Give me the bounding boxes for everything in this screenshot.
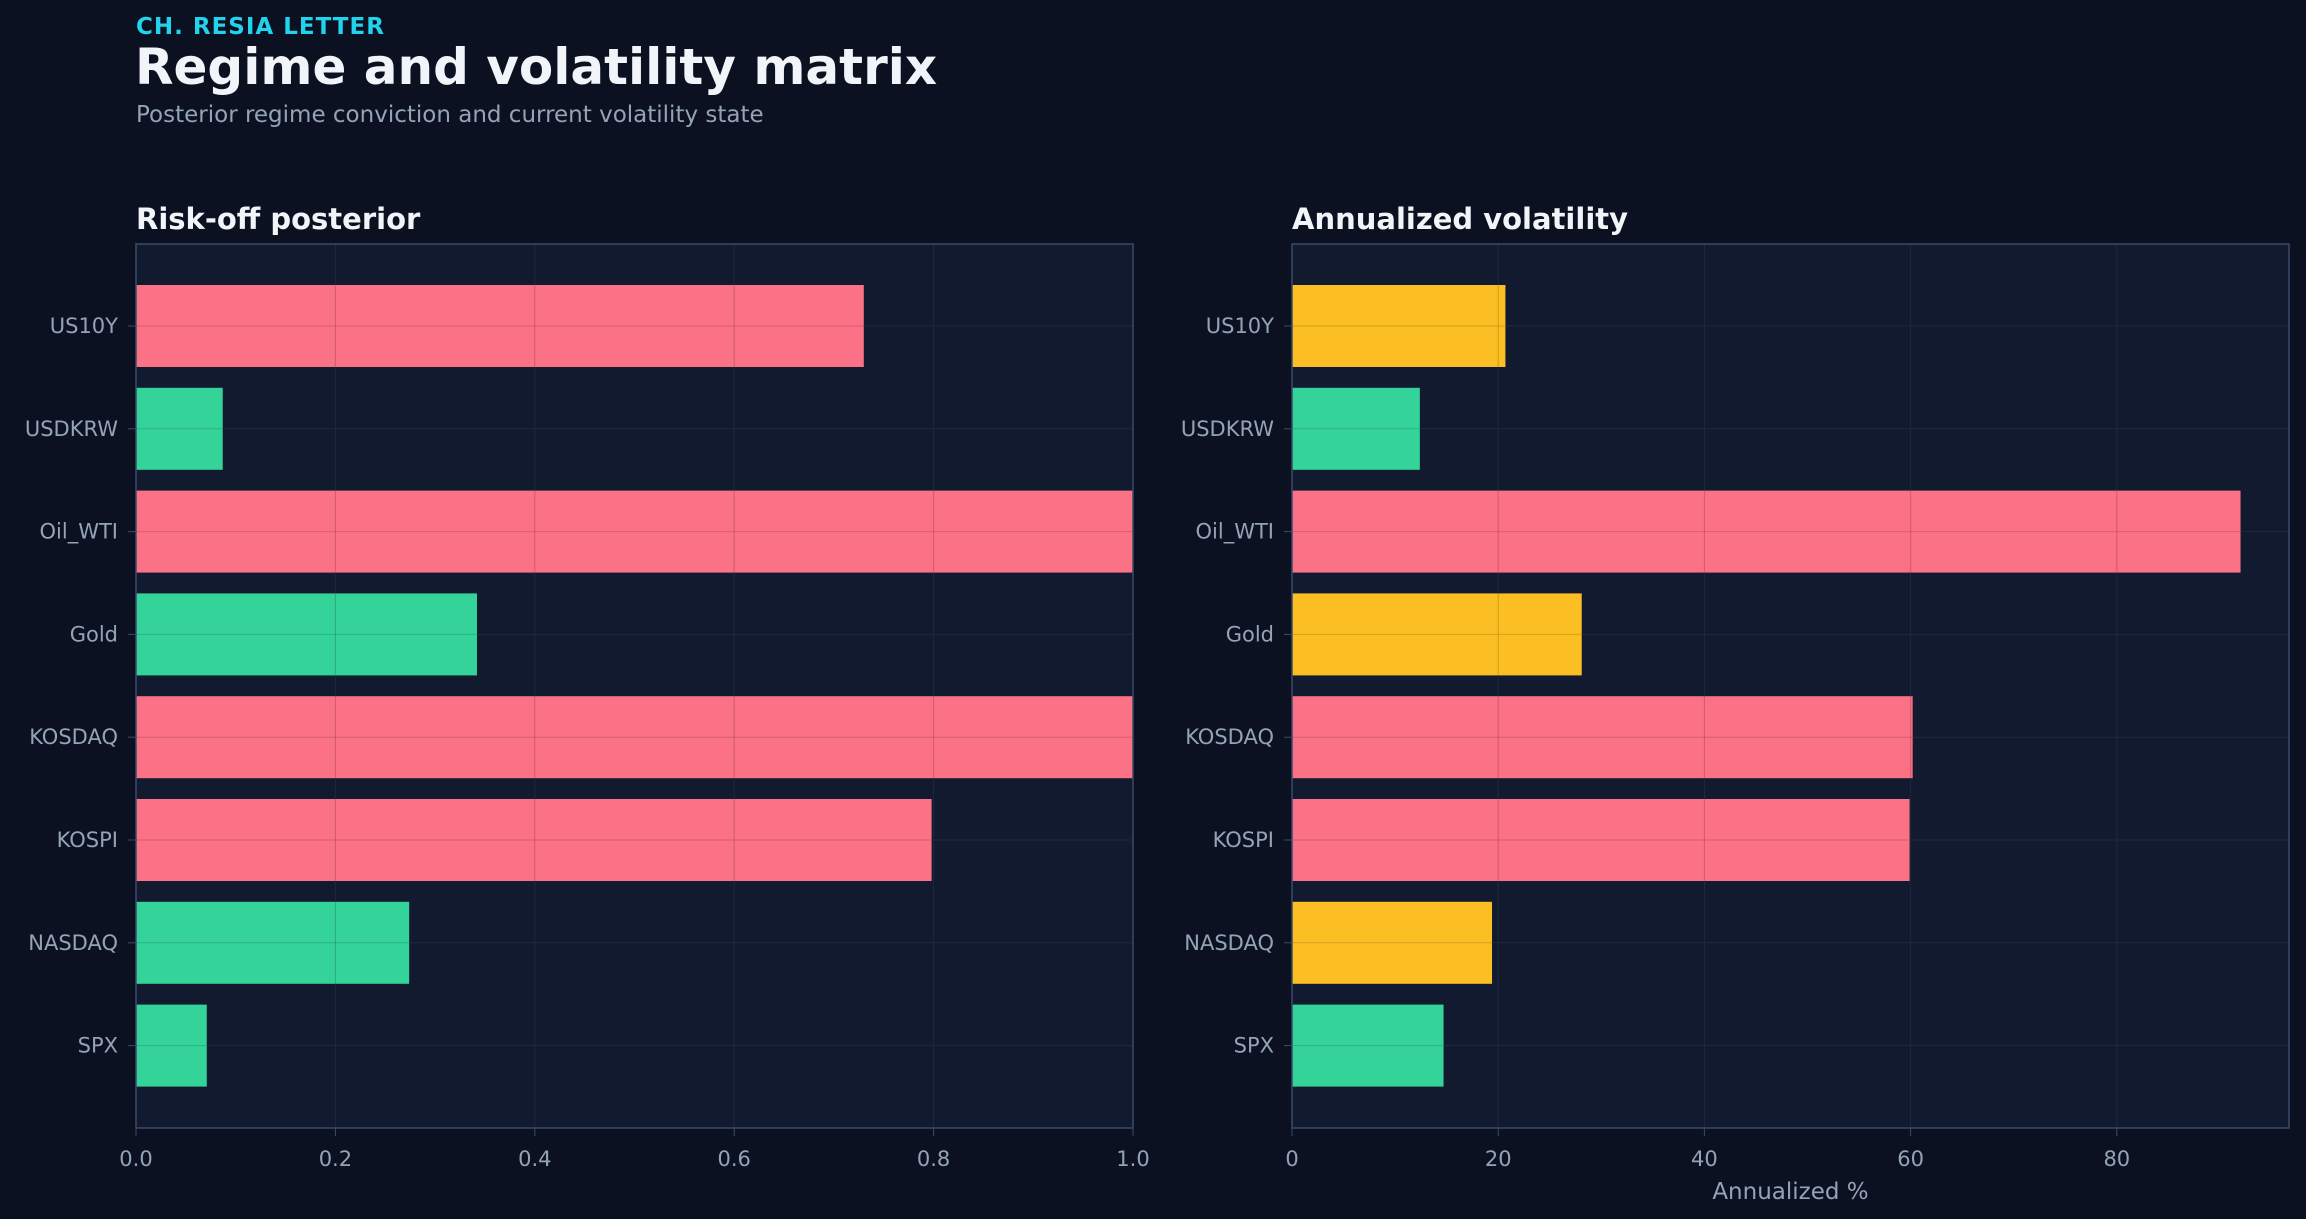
chart-title: Risk-off posterior — [136, 202, 421, 236]
x-tick-label: 60 — [1897, 1147, 1924, 1171]
kicker: CH. RESIA LETTER — [136, 14, 385, 40]
plot-frame — [135, 243, 1134, 1129]
y-tick-label: KOSDAQ — [29, 725, 118, 749]
page-subtitle: Posterior regime conviction and current … — [136, 102, 764, 128]
y-tick-label: KOSPI — [57, 828, 118, 852]
y-tick-label: KOSPI — [1213, 828, 1274, 852]
bar-kosdaq — [136, 696, 1133, 779]
bar-us10y — [1292, 285, 1506, 367]
bar-oil-wti — [1292, 490, 2241, 573]
y-tick-label: KOSDAQ — [1185, 725, 1274, 749]
x-tick-label: 0.2 — [319, 1147, 352, 1171]
y-tick-label: SPX — [1234, 1034, 1274, 1058]
x-tick-label: 20 — [1485, 1147, 1512, 1171]
bar-us10y — [136, 285, 864, 367]
x-tick-label: 80 — [2103, 1147, 2130, 1171]
chart-title: Annualized volatility — [1292, 202, 1628, 236]
bar-kospi — [1292, 799, 1910, 881]
y-tick-label: USDKRW — [1181, 417, 1274, 441]
bar-gold — [136, 593, 477, 676]
x-tick-label: 0.4 — [518, 1147, 551, 1171]
x-tick-label: 1.0 — [1116, 1147, 1149, 1171]
bar-kosdaq — [1292, 696, 1913, 779]
x-tick-label: 0.6 — [717, 1147, 750, 1171]
bar-nasdaq — [1292, 901, 1493, 984]
plot-area — [1292, 244, 2289, 1128]
y-tick-label: Oil_WTI — [1196, 520, 1274, 545]
x-tick-label: 0.8 — [917, 1147, 950, 1171]
y-tick-label: NASDAQ — [28, 931, 118, 955]
x-axis-label: Annualized % — [1712, 1179, 1868, 1205]
y-tick-label: US10Y — [1206, 314, 1274, 338]
bar-nasdaq — [136, 901, 410, 984]
x-tick-label: 0 — [1285, 1147, 1298, 1171]
y-tick-label: US10Y — [50, 314, 118, 338]
y-tick-label: Gold — [70, 622, 118, 646]
y-tick-label: Gold — [1226, 622, 1274, 646]
bar-oil-wti — [136, 490, 1133, 573]
bar-gold — [1292, 593, 1582, 676]
bar-usdkrw — [136, 387, 223, 470]
bar-spx — [1292, 1004, 1444, 1087]
y-tick-label: USDKRW — [25, 417, 118, 441]
y-tick-label: SPX — [78, 1034, 118, 1058]
bar-spx — [136, 1004, 207, 1087]
y-tick-label: NASDAQ — [1184, 931, 1274, 955]
x-tick-label: 40 — [1691, 1147, 1718, 1171]
page-title: Regime and volatility matrix — [135, 38, 938, 96]
plot-frame — [1291, 243, 2290, 1129]
bar-usdkrw — [1292, 387, 1420, 470]
x-tick-label: 0.0 — [119, 1147, 152, 1171]
bar-kospi — [136, 799, 932, 881]
plot-area — [136, 244, 1133, 1128]
y-tick-label: Oil_WTI — [40, 520, 118, 545]
